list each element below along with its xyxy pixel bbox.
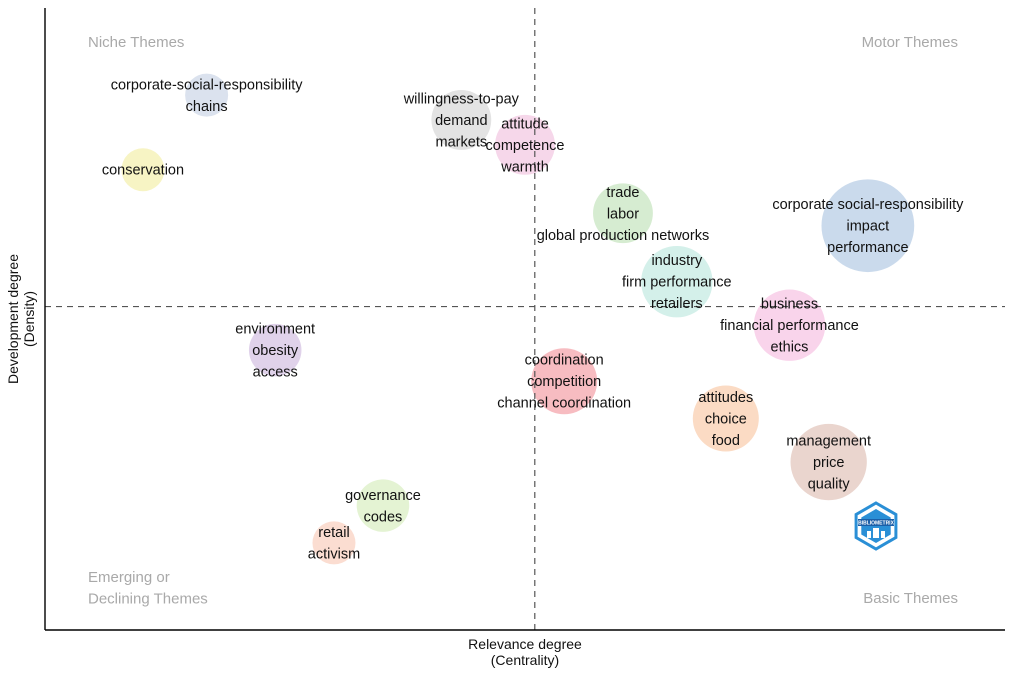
cluster-label: industry — [651, 253, 703, 269]
cluster-bubble-attitude — [495, 114, 555, 175]
cluster-label: management — [786, 434, 871, 450]
cluster-bubble-management — [790, 423, 867, 501]
cluster-label: markets — [436, 134, 488, 150]
cluster-label: financial performance — [720, 318, 859, 334]
cluster-label: food — [712, 433, 740, 449]
cluster-bubble-retail — [312, 521, 356, 565]
cluster-label: labor — [607, 206, 639, 222]
cluster-label: environment — [235, 322, 315, 338]
cluster-label: global production networks — [537, 228, 710, 244]
cluster-label: warmth — [500, 159, 549, 175]
cluster-bubble-trade — [593, 183, 653, 244]
cluster-label: retailers — [651, 296, 703, 312]
cluster-label: competence — [486, 138, 565, 154]
cluster-label: chains — [186, 99, 228, 115]
quadrant-label-bottom-left: Declining Themes — [88, 591, 208, 608]
y-axis-title: (Density) — [21, 291, 37, 347]
cluster-label: impact — [846, 219, 889, 235]
quadrant-label-bottom-left: Emerging or — [88, 569, 170, 586]
cluster-label: demand — [435, 113, 487, 129]
median-guides — [45, 8, 1005, 630]
cluster-label: codes — [364, 509, 403, 525]
cluster-label: retail — [318, 525, 349, 541]
cluster-bubble-conservation — [121, 148, 165, 192]
quadrant-label-top-right: Motor Themes — [862, 34, 958, 51]
axes — [44, 8, 1005, 631]
cluster-label: ethics — [771, 340, 809, 356]
cluster-label: business — [761, 297, 818, 313]
cluster-label: channel coordination — [497, 396, 631, 412]
axis-titles: Relevance degree(Centrality) Development … — [5, 254, 582, 668]
bibliometrix-logo: BIBLIOMETRIX — [854, 501, 898, 551]
cluster-label: choice — [705, 412, 747, 428]
cluster-label: corporate social-responsibility — [772, 197, 964, 213]
watermark-text: BIBLIOMETRIX — [858, 521, 894, 527]
cluster-label: corporate-social-responsibility — [111, 77, 304, 93]
cluster-bubble-corporate-social-responsibility — [185, 73, 229, 117]
bubble-layer — [121, 73, 915, 565]
cluster-label: quality — [808, 477, 851, 493]
cluster-label: attitudes — [698, 390, 753, 406]
cluster-label: activism — [308, 547, 360, 563]
cluster-label: obesity — [252, 343, 299, 359]
cluster-bubble-coordination — [531, 348, 598, 415]
quadrant-label-bottom-right: Basic Themes — [863, 590, 958, 607]
cluster-label: willingness-to-pay — [403, 91, 520, 107]
cluster-label: governance — [345, 488, 421, 504]
x-axis-title: Relevance degree — [468, 636, 582, 652]
x-axis-title: (Centrality) — [491, 652, 559, 668]
quadrant-labels: Niche Themes Motor Themes Emerging or Decli… — [88, 34, 958, 608]
cluster-labels: corporate-social-responsibility chains con… — [102, 77, 964, 562]
cluster-label: performance — [827, 240, 908, 256]
cluster-label: access — [253, 365, 298, 381]
cluster-label: price — [813, 455, 844, 471]
cluster-bubble-corporate-social-responsibility — [821, 179, 915, 273]
cluster-label: coordination — [525, 353, 604, 369]
cluster-bubble-willingness-to-pay — [431, 90, 492, 150]
y-axis-title: Development degree — [5, 254, 21, 384]
cluster-bubble-environment — [248, 323, 302, 377]
cluster-label: trade — [606, 185, 639, 201]
cluster-bubble-governance — [356, 479, 410, 532]
cluster-bubble-attitudes — [692, 385, 759, 452]
cluster-label: firm performance — [622, 275, 732, 291]
quadrant-label-top-left: Niche Themes — [88, 34, 184, 51]
cluster-bubble-industry — [641, 245, 713, 318]
cluster-label: conservation — [102, 163, 184, 179]
cluster-label: competition — [527, 374, 601, 390]
cluster-bubble-business — [753, 289, 826, 361]
cluster-label: attitude — [501, 116, 549, 132]
